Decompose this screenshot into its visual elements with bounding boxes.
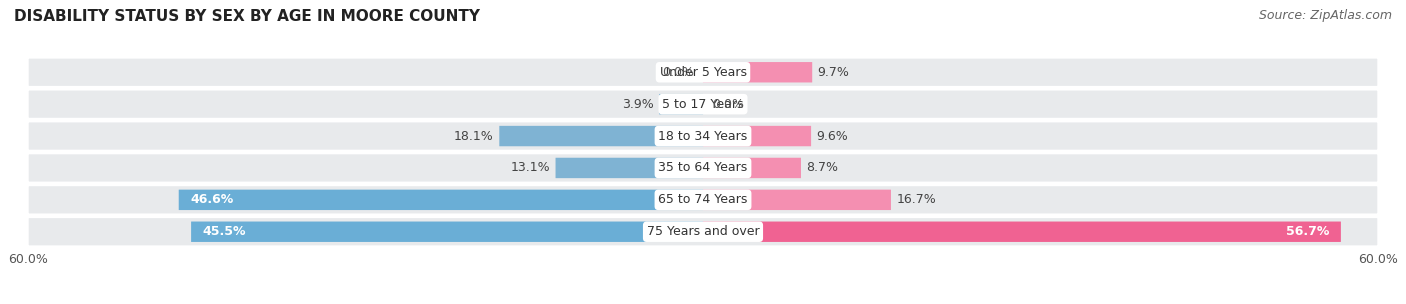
- Text: 18 to 34 Years: 18 to 34 Years: [658, 130, 748, 143]
- FancyBboxPatch shape: [28, 185, 1378, 215]
- Text: 3.9%: 3.9%: [621, 98, 654, 111]
- Text: 9.6%: 9.6%: [817, 130, 848, 143]
- FancyBboxPatch shape: [703, 126, 811, 146]
- Text: 13.1%: 13.1%: [510, 161, 550, 174]
- Text: 35 to 64 Years: 35 to 64 Years: [658, 161, 748, 174]
- FancyBboxPatch shape: [28, 153, 1378, 183]
- FancyBboxPatch shape: [191, 222, 703, 242]
- Text: Under 5 Years: Under 5 Years: [659, 66, 747, 79]
- FancyBboxPatch shape: [703, 190, 891, 210]
- FancyBboxPatch shape: [499, 126, 703, 146]
- Text: 8.7%: 8.7%: [807, 161, 838, 174]
- FancyBboxPatch shape: [659, 94, 703, 114]
- FancyBboxPatch shape: [28, 121, 1378, 151]
- FancyBboxPatch shape: [703, 158, 801, 178]
- Text: 45.5%: 45.5%: [202, 225, 246, 238]
- FancyBboxPatch shape: [703, 222, 1341, 242]
- Text: 56.7%: 56.7%: [1286, 225, 1330, 238]
- FancyBboxPatch shape: [28, 89, 1378, 119]
- FancyBboxPatch shape: [28, 57, 1378, 87]
- FancyBboxPatch shape: [179, 190, 703, 210]
- Text: 46.6%: 46.6%: [190, 193, 233, 206]
- Text: 75 Years and over: 75 Years and over: [647, 225, 759, 238]
- Text: DISABILITY STATUS BY SEX BY AGE IN MOORE COUNTY: DISABILITY STATUS BY SEX BY AGE IN MOORE…: [14, 9, 479, 24]
- Text: 65 to 74 Years: 65 to 74 Years: [658, 193, 748, 206]
- Text: 0.0%: 0.0%: [711, 98, 744, 111]
- Text: 16.7%: 16.7%: [897, 193, 936, 206]
- Text: Source: ZipAtlas.com: Source: ZipAtlas.com: [1258, 9, 1392, 22]
- Text: 5 to 17 Years: 5 to 17 Years: [662, 98, 744, 111]
- FancyBboxPatch shape: [28, 217, 1378, 247]
- Text: 0.0%: 0.0%: [662, 66, 695, 79]
- Text: 9.7%: 9.7%: [818, 66, 849, 79]
- FancyBboxPatch shape: [703, 62, 813, 82]
- FancyBboxPatch shape: [555, 158, 703, 178]
- Text: 18.1%: 18.1%: [454, 130, 494, 143]
